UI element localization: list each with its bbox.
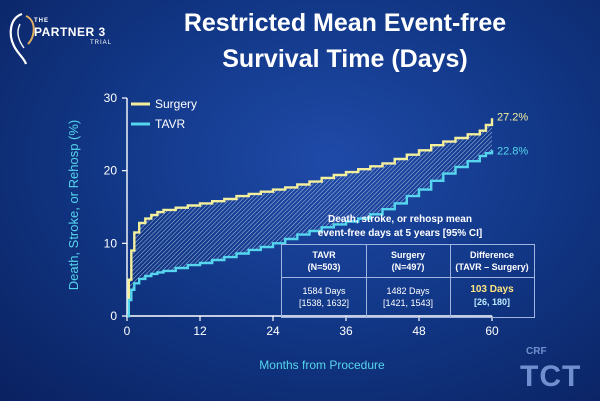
table-divider — [366, 245, 367, 317]
heart-logo-icon — [9, 12, 35, 65]
rmst-table: TAVR (N=503) Surgery (N=497) Difference … — [281, 244, 535, 318]
annotation-line2: event-free days at 5 years [95% CI] — [317, 228, 483, 239]
header-sub: (N=503) — [307, 262, 341, 272]
header-label: Surgery — [390, 250, 425, 260]
y-tick-label: 20 — [104, 164, 118, 178]
slide-title-line1: Restricted Mean Event-free — [183, 9, 507, 37]
x-axis-label: Months from Procedure — [259, 358, 385, 372]
table-cell-difference: 103 Days [26, 180] — [450, 284, 534, 308]
cell-ci: [1421, 1543] — [382, 298, 434, 308]
axis-lines — [126, 98, 492, 317]
y-tick-label: 10 — [104, 236, 118, 250]
table-cell-tavr: 1584 Days [1538, 1632] — [282, 285, 366, 309]
surgery-curve — [127, 118, 494, 318]
logo-pre: THE — [34, 18, 49, 24]
tavr-curve — [127, 150, 494, 318]
legend-label-tavr: TAVR — [155, 117, 186, 131]
slide-title-line2: Survival Time (Days) — [222, 45, 468, 73]
tct-logo: CRF TCT — [516, 340, 596, 398]
header-sub: (TAVR – Surgery) — [455, 262, 529, 272]
x-tick-label: 12 — [193, 324, 207, 338]
logo-sub: TRIAL — [90, 40, 113, 46]
difference-band — [127, 118, 492, 316]
logo-name: PARTNER 3 — [34, 25, 106, 39]
cell-ci: [26, 180] — [473, 297, 511, 307]
x-tick-label: 0 — [124, 324, 131, 338]
tct-logo-text: TCT — [520, 360, 582, 393]
table-header-surgery: Surgery (N=497) — [366, 249, 450, 273]
table-divider — [282, 277, 534, 278]
table-cell-surgery: 1482 Days [1421, 1543] — [366, 285, 450, 309]
legend-label-surgery: Surgery — [155, 97, 197, 111]
table-header-tavr: TAVR (N=503) — [282, 249, 366, 273]
annotation-line1: Death, stroke, or rehosp mean — [328, 214, 472, 225]
y-tick-label: 30 — [104, 91, 118, 105]
x-tick-labels: 0 12 24 36 48 60 — [124, 316, 499, 338]
cell-ci: [1538, 1632] — [298, 298, 350, 308]
cell-value: 1482 Days — [386, 286, 430, 296]
header-sub: (N=497) — [391, 262, 425, 272]
cell-value: 1584 Days — [302, 286, 346, 296]
x-tick-label: 36 — [339, 324, 353, 338]
x-tick-label: 60 — [485, 324, 499, 338]
partner3-logo: THE PARTNER 3 TRIAL — [6, 8, 131, 70]
y-axis-label: Death, Stroke, or Rehosp (%) — [66, 120, 81, 291]
legend: Surgery TAVR — [131, 97, 197, 131]
table-divider — [450, 245, 451, 317]
cell-value: 103 Days — [470, 284, 514, 295]
header-label: TAVR — [312, 250, 336, 260]
surgery-end-label: 27.2% — [497, 111, 528, 123]
x-tick-label: 48 — [412, 324, 426, 338]
header-label: Difference — [469, 250, 514, 260]
y-tick-labels: 0 10 20 30 — [104, 91, 127, 323]
tavr-end-label: 22.8% — [497, 145, 528, 157]
x-tick-label: 24 — [266, 324, 280, 338]
y-tick-label: 0 — [110, 309, 117, 323]
crf-logo-text: CRF — [526, 346, 547, 357]
table-header-difference: Difference (TAVR – Surgery) — [450, 249, 534, 273]
